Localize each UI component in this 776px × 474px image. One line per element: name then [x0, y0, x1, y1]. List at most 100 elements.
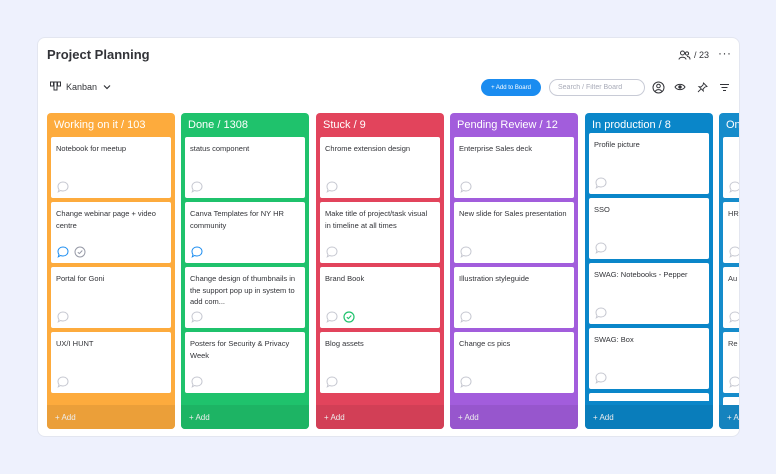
column-cards: HR Au Re me Bo — [723, 137, 740, 405]
check-circle-icon[interactable] — [74, 246, 86, 258]
add-card-button[interactable]: + Add — [47, 405, 175, 429]
add-to-board-button[interactable]: + Add to Board — [481, 79, 541, 96]
kanban-card[interactable]: SWAG: Box — [589, 328, 709, 389]
comment-icon[interactable] — [57, 246, 69, 258]
comment-icon[interactable] — [326, 311, 338, 323]
person-icon[interactable] — [651, 80, 665, 94]
card-title: SWAG: Box — [594, 335, 634, 344]
kanban-card[interactable]: Au — [723, 267, 740, 328]
filter-icon[interactable] — [717, 80, 731, 94]
comment-icon[interactable] — [729, 376, 740, 388]
card-icons — [57, 246, 86, 258]
check-circle-icon[interactable] — [343, 311, 355, 323]
card-icons — [326, 181, 338, 193]
comment-icon[interactable] — [326, 181, 338, 193]
card-title: Posters for Security & Privacy Week — [190, 339, 290, 360]
column-header[interactable]: On — [726, 119, 740, 131]
comment-icon[interactable] — [191, 376, 203, 388]
card-title: New slide for Sales presentation — [459, 209, 567, 218]
comment-icon[interactable] — [191, 311, 203, 323]
card-icons — [729, 376, 740, 388]
kanban-card[interactable]: Change cs pics — [454, 332, 574, 393]
comment-icon[interactable] — [460, 376, 472, 388]
comment-icon[interactable] — [729, 246, 740, 258]
add-card-button[interactable]: + A — [719, 405, 739, 429]
comment-icon[interactable] — [460, 246, 472, 258]
more-options-icon[interactable]: ··· — [718, 46, 732, 60]
card-title: UX/I HUNT — [56, 339, 94, 348]
kanban-card[interactable] — [723, 137, 740, 198]
kanban-card[interactable]: Illustration styleguide — [454, 267, 574, 328]
card-title: Bo — [728, 403, 739, 405]
comment-icon[interactable] — [729, 311, 740, 323]
kanban-card[interactable]: Brand Book — [320, 267, 440, 328]
column-header[interactable]: In production / 8 — [592, 119, 671, 131]
comment-icon[interactable] — [595, 307, 607, 319]
card-icons — [460, 246, 472, 258]
kanban-card[interactable]: SWAG: Notebooks - Pepper — [589, 263, 709, 324]
card-title: Notebooks giveaways — [594, 399, 703, 401]
members-button[interactable]: / 23 — [678, 50, 709, 60]
comment-icon[interactable] — [595, 372, 607, 384]
kanban-card[interactable]: Change design of thumbnails in the suppo… — [185, 267, 305, 328]
kanban-card[interactable]: Bo — [723, 397, 739, 405]
card-title: Brand Book — [325, 274, 365, 283]
comment-icon[interactable] — [460, 311, 472, 323]
kanban-card[interactable]: Re me — [723, 332, 740, 393]
comment-icon[interactable] — [57, 311, 69, 323]
card-icons — [57, 376, 69, 388]
column-header[interactable]: Done / 1308 — [188, 119, 248, 131]
search-input[interactable] — [549, 79, 645, 96]
column-cards: status component Canva Templates for NY H… — [185, 137, 305, 405]
card-icons — [57, 311, 69, 323]
comment-icon[interactable] — [326, 246, 338, 258]
comment-icon[interactable] — [326, 376, 338, 388]
comment-icon[interactable] — [595, 177, 607, 189]
kanban-card[interactable]: Make title of project/task visual in tim… — [320, 202, 440, 263]
comment-icon[interactable] — [595, 242, 607, 254]
comment-icon[interactable] — [57, 376, 69, 388]
board-title: Project Planning — [47, 47, 150, 62]
pin-icon[interactable] — [695, 80, 709, 94]
comment-icon[interactable] — [57, 181, 69, 193]
column-header[interactable]: Pending Review / 12 — [457, 119, 558, 131]
kanban-column: Done / 1308 status component Canva Templat… — [181, 113, 309, 429]
card-title: Illustration styleguide — [459, 274, 530, 283]
kanban-card[interactable]: SSO — [589, 198, 709, 259]
kanban-card[interactable]: Posters for Security & Privacy Week — [185, 332, 305, 393]
comment-icon[interactable] — [191, 181, 203, 193]
kanban-card[interactable]: Change webinar page + video centre — [51, 202, 171, 263]
add-card-button[interactable]: + Add — [585, 405, 713, 429]
kanban-icon — [50, 81, 61, 91]
add-card-button[interactable]: + Add — [316, 405, 444, 429]
column-header[interactable]: Stuck / 9 — [323, 119, 366, 131]
kanban-card[interactable]: Blog assets — [320, 332, 440, 393]
column-header[interactable]: Working on it / 103 — [54, 119, 146, 131]
eye-icon[interactable] — [673, 80, 687, 94]
column-cards: Profile picture SSO SWAG: Notebooks - Pepp… — [589, 133, 709, 401]
card-title: status component — [190, 144, 250, 153]
add-card-button[interactable]: + Add — [181, 405, 309, 429]
kanban-card[interactable]: HR — [723, 202, 740, 263]
card-title: Canva Templates for NY HR community — [190, 209, 284, 230]
kanban-card[interactable]: status component — [185, 137, 305, 198]
kanban-card[interactable]: Portal for Goni — [51, 267, 171, 328]
card-title: SWAG: Notebooks - Pepper — [594, 270, 688, 279]
comment-icon[interactable] — [460, 181, 472, 193]
kanban-card[interactable]: Enterprise Sales deck — [454, 137, 574, 198]
kanban-card[interactable]: Notebooks giveaways — [589, 393, 709, 401]
card-title: Portal for Goni — [56, 274, 105, 283]
view-selector[interactable]: Kanban — [50, 81, 112, 92]
add-card-button[interactable]: + Add — [450, 405, 578, 429]
kanban-card[interactable]: UX/I HUNT — [51, 332, 171, 393]
kanban-card[interactable]: Canva Templates for NY HR community — [185, 202, 305, 263]
comment-icon[interactable] — [191, 246, 203, 258]
kanban-column: Stuck / 9 Chrome extension design Make tit… — [316, 113, 444, 429]
chevron-down-icon — [103, 84, 111, 89]
comment-icon[interactable] — [729, 181, 740, 193]
card-title: Change webinar page + video centre — [56, 209, 156, 230]
kanban-card[interactable]: New slide for Sales presentation — [454, 202, 574, 263]
kanban-card[interactable]: Chrome extension design — [320, 137, 440, 198]
kanban-card[interactable]: Profile picture — [589, 133, 709, 194]
kanban-card[interactable]: Notebook for meetup — [51, 137, 171, 198]
